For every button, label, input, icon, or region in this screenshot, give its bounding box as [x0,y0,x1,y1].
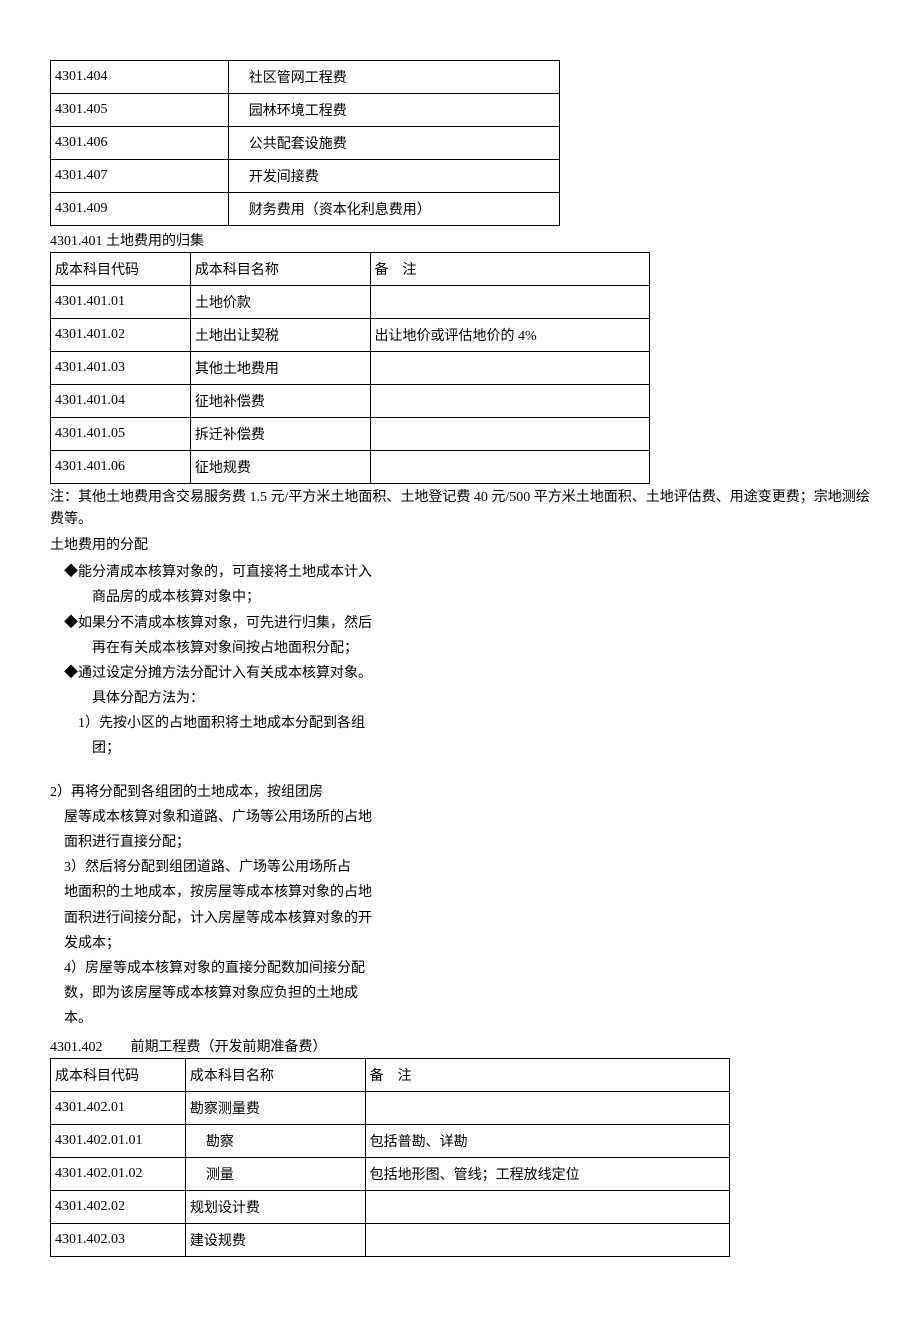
cell-code: 4301.401.05 [51,418,191,451]
table-row: 4301.402.01.02测量包括地形图、管线；工程放线定位 [51,1157,730,1190]
cell-note: 出让地价或评估地价的 4% [370,319,649,352]
cost-category-table: 4301.404社区管网工程费4301.405园林环境工程费4301.406公共… [50,60,560,226]
table-row: 4301.404社区管网工程费 [51,61,560,94]
table-header-row: 成本科目代码 成本科目名称 备 注 [51,253,650,286]
cell-name: 财务费用（资本化利息费用） [228,193,559,226]
table-row: 4301.401.05拆迁补偿费 [51,418,650,451]
land-cost-note: 注：其他土地费用含交易服务费 1.5 元/平方米土地面积、土地登记费 40 元/… [50,487,870,532]
cell-name: 园林环境工程费 [228,94,559,127]
table-row: 4301.402.01.01勘察包括普勘、详勘 [51,1124,730,1157]
method-4-cont-a: 数，即为该房屋等成本核算对象应负担的土地成 [64,981,870,1006]
cell-name: 开发间接费 [228,160,559,193]
cell-note [365,1223,729,1256]
bullet-1-cont: 商品房的成本核算对象中； [92,585,870,610]
cell-name: 拆迁补偿费 [190,418,370,451]
cell-name: 土地价款 [190,286,370,319]
cell-name: 勘察测量费 [185,1091,365,1124]
cell-code: 4301.402.01 [51,1091,186,1124]
cell-name: 公共配套设施费 [228,127,559,160]
allocation-methods-cont: 2）再将分配到各组团的土地成本，按组团房 屋等成本核算对象和道路、广场等公用场所… [50,780,870,1032]
table-row: 4301.401.02土地出让契税出让地价或评估地价的 4% [51,319,650,352]
cell-note: 包括普勘、详勘 [365,1124,729,1157]
cell-name: 征地补偿费 [190,385,370,418]
col-note: 备 注 [370,253,649,286]
method-3-cont-a: 地面积的土地成本，按房屋等成本核算对象的占地 [64,880,870,905]
method-3-cont-b: 面积进行间接分配，计入房屋等成本核算对象的开 [64,906,870,931]
cell-code: 4301.401.03 [51,352,191,385]
table-row: 4301.406公共配套设施费 [51,127,560,160]
allocation-title: 土地费用的分配 [50,535,870,557]
section-title-401: 4301.401 土地费用的归集 [50,230,870,250]
table-row: 4301.407开发间接费 [51,160,560,193]
cell-code: 4301.406 [51,127,229,160]
cell-name: 其他土地费用 [190,352,370,385]
cell-code: 4301.409 [51,193,229,226]
col-code: 成本科目代码 [51,1058,186,1091]
cell-note [370,385,649,418]
cell-code: 4301.402.01.02 [51,1157,186,1190]
method-4-cont-b: 本。 [64,1006,870,1031]
col-name: 成本科目名称 [190,253,370,286]
bullet-2: ◆如果分不清成本核算对象，可先进行归集，然后 [64,611,870,636]
cell-code: 4301.401.02 [51,319,191,352]
cell-code: 4301.401.04 [51,385,191,418]
cell-note [365,1190,729,1223]
table-row: 4301.401.06征地规费 [51,451,650,484]
allocation-bullets: ◆能分清成本核算对象的，可直接将土地成本计入 商品房的成本核算对象中； ◆如果分… [64,560,870,762]
cell-note [365,1091,729,1124]
bullet-2-cont: 再在有关成本核算对象间按占地面积分配； [92,636,870,661]
cell-name: 勘察 [185,1124,365,1157]
cell-code: 4301.401.06 [51,451,191,484]
col-code: 成本科目代码 [51,253,191,286]
cell-name: 征地规费 [190,451,370,484]
table-row: 4301.409财务费用（资本化利息费用） [51,193,560,226]
table-row: 4301.405园林环境工程费 [51,94,560,127]
method-2: 2）再将分配到各组团的土地成本，按组团房 [50,780,870,805]
cell-note [370,418,649,451]
method-3: 3）然后将分配到组团道路、广场等公用场所占 [64,855,870,880]
cell-note: 包括地形图、管线；工程放线定位 [365,1157,729,1190]
cell-code: 4301.401.01 [51,286,191,319]
method-2-cont-a: 屋等成本核算对象和道路、广场等公用场所的占地 [64,805,870,830]
cell-name: 测量 [185,1157,365,1190]
method-1: 1）先按小区的占地面积将土地成本分配到各组 [78,711,870,736]
col-name: 成本科目名称 [185,1058,365,1091]
table-row: 4301.402.01勘察测量费 [51,1091,730,1124]
method-3-cont-c: 发成本； [64,931,870,956]
cell-note [370,451,649,484]
bullet-1: ◆能分清成本核算对象的，可直接将土地成本计入 [64,560,870,585]
table-row: 4301.401.03其他土地费用 [51,352,650,385]
section-title-402: 4301.402 前期工程费（开发前期准备费） [50,1036,870,1056]
col-note: 备 注 [365,1058,729,1091]
table-row: 4301.402.02规划设计费 [51,1190,730,1223]
method-2-cont-b: 面积进行直接分配； [64,830,870,855]
cell-name: 土地出让契税 [190,319,370,352]
cell-name: 建设规费 [185,1223,365,1256]
table-row: 4301.401.01土地价款 [51,286,650,319]
bullet-3-cont: 具体分配方法为： [92,686,870,711]
cell-code: 4301.402.02 [51,1190,186,1223]
land-cost-table: 成本科目代码 成本科目名称 备 注 4301.401.01土地价款4301.40… [50,252,650,484]
method-4: 4）房屋等成本核算对象的直接分配数加间接分配 [64,956,870,981]
cell-code: 4301.402.03 [51,1223,186,1256]
table-header-row: 成本科目代码 成本科目名称 备 注 [51,1058,730,1091]
cell-code: 4301.402.01.01 [51,1124,186,1157]
cell-name: 社区管网工程费 [228,61,559,94]
table-row: 4301.402.03建设规费 [51,1223,730,1256]
method-1-cont: 团； [92,736,870,761]
cell-note [370,352,649,385]
cell-name: 规划设计费 [185,1190,365,1223]
table-row: 4301.401.04征地补偿费 [51,385,650,418]
cell-code: 4301.407 [51,160,229,193]
cell-code: 4301.404 [51,61,229,94]
cell-code: 4301.405 [51,94,229,127]
prelim-cost-table: 成本科目代码 成本科目名称 备 注 4301.402.01勘察测量费4301.4… [50,1058,730,1257]
bullet-3: ◆通过设定分摊方法分配计入有关成本核算对象。 [64,661,870,686]
cell-note [370,286,649,319]
